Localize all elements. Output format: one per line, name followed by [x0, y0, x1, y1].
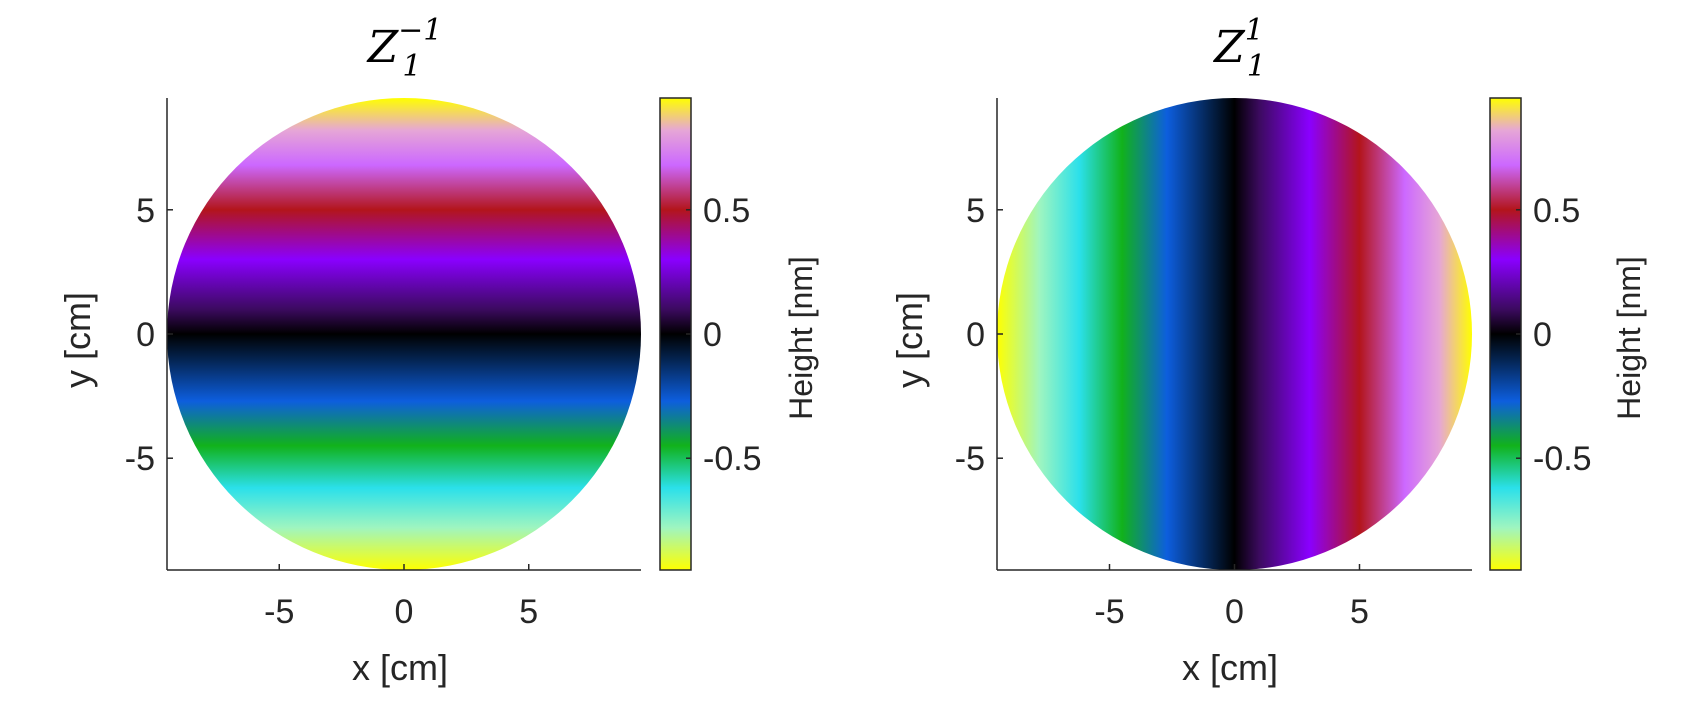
aperture-surface [997, 98, 1472, 570]
y-axis-label: y [cm] [889, 292, 930, 388]
colorbar-tick-label: 0.5 [1533, 192, 1580, 230]
colorbar-label: Height [nm] [783, 256, 819, 420]
panel-title: Z−1 1 [366, 13, 443, 84]
colorbar-scale [659, 97, 692, 571]
plot-area [167, 98, 641, 570]
colorbar-tick-label: -0.5 [1533, 440, 1592, 478]
x-tick-label: -5 [1094, 593, 1124, 631]
axes: -5 0 5 -5 0 5 [125, 98, 641, 631]
title-base: Z [1212, 22, 1246, 73]
colorbar-tick-label: 0 [703, 316, 722, 354]
title-superscript: 1 [1245, 13, 1264, 48]
x-tick-label: 5 [1350, 593, 1369, 631]
colorbar-tick-label: 0.5 [703, 192, 750, 230]
colorbar-tick-label: 0 [1533, 316, 1552, 354]
colorbar-tick-label: -0.5 [703, 440, 762, 478]
x-axis-label: x [cm] [1182, 647, 1278, 688]
panel-z1-minus1: Z−1 1 -5 0 5 -5 0 5 -0.5 0 0.5 x [cm] y [cm] Hei… [57, 13, 819, 688]
x-axis-label: x [cm] [352, 647, 448, 688]
y-tick-label: -5 [125, 440, 155, 478]
y-tick-label: 0 [966, 316, 985, 354]
title-superscript: −1 [398, 13, 442, 48]
title-base: Z [366, 22, 400, 73]
colorbar: -0.5 0 0.5 [1489, 97, 1592, 571]
plot-area [997, 98, 1472, 570]
y-axis-label: y [cm] [57, 292, 98, 388]
aperture-surface [167, 98, 641, 570]
y-tick-label: 0 [136, 316, 155, 354]
title-subscript: 1 [402, 49, 421, 84]
x-tick-label: -5 [264, 593, 294, 631]
y-tick-label: 5 [136, 192, 155, 230]
axes: -5 0 5 -5 0 5 [955, 98, 1472, 631]
x-tick-label: 0 [395, 593, 414, 631]
colorbar-label: Height [nm] [1611, 256, 1647, 420]
title-subscript: 1 [1247, 49, 1266, 84]
x-tick-label: 0 [1225, 593, 1244, 631]
x-tick-label: 5 [519, 593, 538, 631]
colorbar: -0.5 0 0.5 [659, 97, 762, 571]
panel-z1-plus1: Z1 1 -5 0 5 -5 0 5 -0.5 0 0.5 x [cm] y [cm] Heig… [889, 13, 1647, 688]
y-tick-label: -5 [955, 440, 985, 478]
y-tick-label: 5 [966, 192, 985, 230]
panel-title: Z1 1 [1212, 13, 1266, 84]
